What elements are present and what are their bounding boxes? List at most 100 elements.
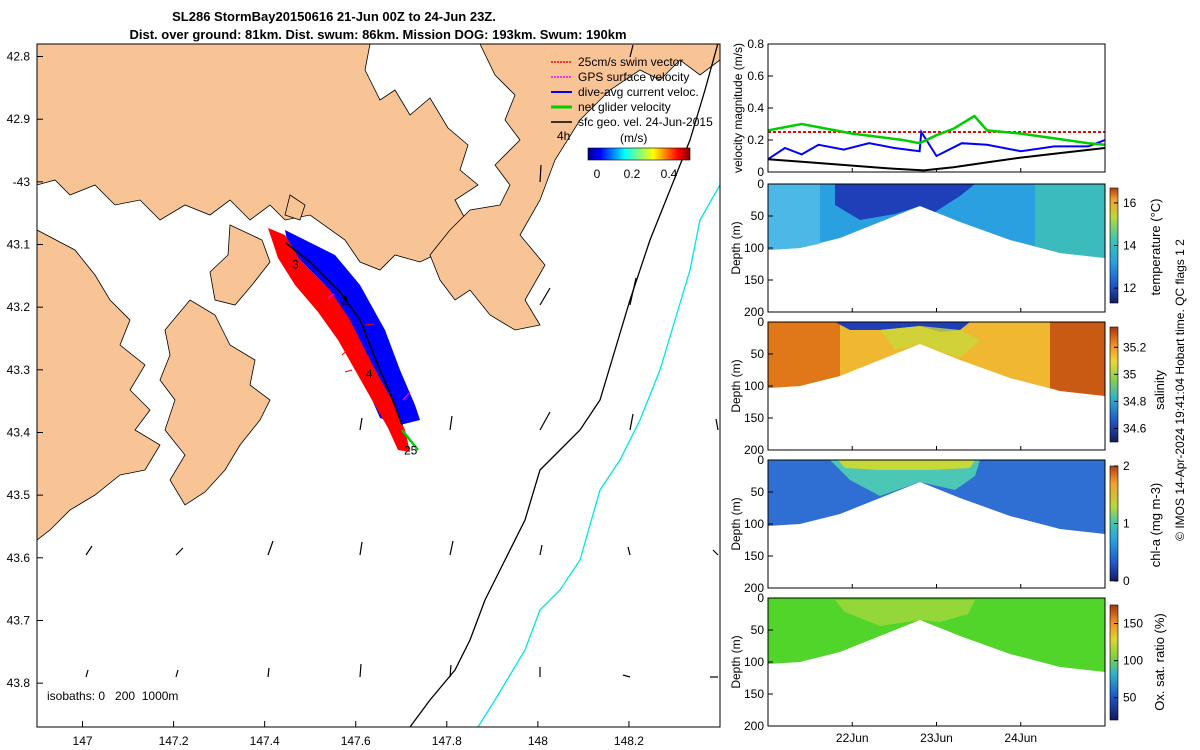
title-line2: Dist. over ground: 81km. Dist. swum: 86k… xyxy=(129,27,626,42)
depth-tick-label: 150 xyxy=(744,549,764,563)
date-tick-label: 24Jun xyxy=(1004,731,1037,745)
map-legend: 25cm/s swim vector GPS surface velocity … xyxy=(551,55,713,181)
map-y-tick-label: 43.5 xyxy=(7,488,31,502)
depth-tick-label: 100 xyxy=(744,379,764,393)
temp-west-light xyxy=(768,184,820,250)
depth-tick-label: 0 xyxy=(757,315,764,329)
velocity-series xyxy=(768,114,1105,172)
chla-colorbar-label: chl-a (mg m-3) xyxy=(1148,483,1163,568)
arrow-scale-label: 4h xyxy=(557,129,570,143)
geo-arrow xyxy=(85,669,89,678)
velocity-series-gps-surface-velocity-sfc- xyxy=(768,147,1105,172)
geo-arrow xyxy=(539,287,551,306)
speed-tick-2: 0.4 xyxy=(661,167,678,181)
colorbar-tick-label: 16 xyxy=(1123,196,1137,210)
depth-tick-label: 50 xyxy=(751,347,765,361)
geo-arrow xyxy=(539,411,551,431)
depth-tick-label: 150 xyxy=(744,687,764,701)
colorbar-tick-label: 100 xyxy=(1123,654,1143,668)
date-tick-label: 22Jun xyxy=(836,731,869,745)
geo-arrow xyxy=(449,415,453,431)
geo-arrow xyxy=(629,277,637,306)
day-label: 3 xyxy=(292,257,299,271)
swim-vector-band xyxy=(268,228,410,452)
velocity-y-tick-label: 0 xyxy=(757,165,764,179)
depth-tick-label: 150 xyxy=(744,411,764,425)
colorbar-tick-label: 50 xyxy=(1123,691,1137,705)
sal-east-high xyxy=(1050,322,1105,396)
oxygen-panel: Ox. sat. ratio (%) xyxy=(767,597,1167,727)
land-west-coast xyxy=(37,229,161,541)
swim-tick xyxy=(344,369,353,373)
map-x-ticks: 147 147.2 147.4 147.6 147.8 148 148.2 xyxy=(73,721,644,748)
day-labels: 3 2 4 25 xyxy=(292,257,418,457)
map-panel: 3 2 4 25 147 147.2 147.4 147.6 147.8 148 148.2 42… xyxy=(7,43,721,748)
net-velocity-line xyxy=(401,429,419,451)
title-line1: SL286 StormBay20150616 21-Jun 00Z to 24-… xyxy=(172,9,496,24)
date-ticks: 22Jun 23Jun 24Jun xyxy=(836,168,1037,745)
temperature-panel: temperature (°C) xyxy=(767,183,1163,313)
legend-dive-label: dive-avg current veloc. xyxy=(578,85,699,99)
map-x-tick-label: 147.8 xyxy=(432,734,462,748)
velocity-plot-area xyxy=(768,44,1105,172)
temp-cold-surface xyxy=(835,184,975,220)
geo-arrow xyxy=(539,164,542,183)
swim-tick xyxy=(364,323,375,326)
oxy-colorbar-label: Ox. sat. ratio (%) xyxy=(1152,613,1167,711)
depth-tick-label: 0 xyxy=(757,591,764,605)
gps-vector xyxy=(327,293,335,299)
map-x-tick-label: 148 xyxy=(528,734,548,748)
gps-vector xyxy=(402,391,411,401)
sal-mid-green xyxy=(880,326,980,358)
chla-surface-peak xyxy=(838,460,975,470)
sal-colorbar xyxy=(1109,326,1119,443)
velocity-series-net-glider-velocity xyxy=(768,114,1105,147)
depth-tick-label: 50 xyxy=(751,623,765,637)
velocity-y-tick-label: 0.8 xyxy=(747,37,764,51)
map-y-tick-label: 43.6 xyxy=(7,551,31,565)
isobath-1000m xyxy=(409,44,719,727)
swim-tick xyxy=(341,347,351,356)
speed-colorbar-label: (m/s) xyxy=(620,131,647,145)
oxy-field xyxy=(768,598,1105,672)
isobaths-label: isobaths: 0 200 1000m xyxy=(47,689,178,703)
land-south-peninsula xyxy=(159,299,271,506)
geo-arrow xyxy=(175,547,184,556)
depth-tick-label: 200 xyxy=(744,581,764,595)
credit-text: © IMOS 14-Apr-2024 19:41:04 Hobart time.… xyxy=(1173,239,1187,541)
legend-gps-label: GPS surface velocity xyxy=(578,70,689,84)
colorbar-tick-label: 35.2 xyxy=(1123,340,1147,354)
legend-sfc-label: sfc geo. vel. 24-Jun-2015 xyxy=(578,115,713,129)
colorbar-tick-label: 34.8 xyxy=(1123,394,1147,408)
geo-arrow xyxy=(85,545,93,556)
colorbar-tick-label: 150 xyxy=(1123,617,1143,631)
geo-arrow xyxy=(629,413,634,431)
temp-east-warm xyxy=(1035,184,1105,258)
depth-axis-label: Depth (m) xyxy=(729,497,743,550)
glider-track xyxy=(268,228,420,452)
velocity-y-ticks: 0 0.2 0.4 0.6 0.8 xyxy=(747,37,773,179)
map-y-tick-label: 42.9 xyxy=(7,112,31,126)
legend-net-label: net glider velocity xyxy=(578,100,671,114)
sal-field xyxy=(768,322,1105,396)
day-label: 25 xyxy=(404,443,418,457)
geo-arrow xyxy=(267,667,270,678)
land-north-coast xyxy=(37,44,479,271)
geo-arrow xyxy=(359,541,363,556)
isobath-200m xyxy=(477,184,720,727)
map-x-tick-label: 148.2 xyxy=(614,734,644,748)
velocity-ylabel: velocity magnitude (m/s) xyxy=(731,43,745,173)
sal-colorbar-label: salinity xyxy=(1152,370,1167,410)
geo-arrow xyxy=(267,540,274,556)
geo-arrow xyxy=(449,540,454,556)
track-line xyxy=(285,242,403,426)
geo-arrow xyxy=(712,549,719,556)
depth-tick-label: 100 xyxy=(744,241,764,255)
map-y-tick-label: 43.7 xyxy=(7,613,31,627)
land-mid-island xyxy=(284,194,306,221)
day-label: 4 xyxy=(366,367,373,381)
speed-tick-0: 0 xyxy=(594,167,601,181)
depth-axis-label: Depth (m) xyxy=(729,635,743,688)
colorbar-tick-label: 0 xyxy=(1123,574,1130,588)
